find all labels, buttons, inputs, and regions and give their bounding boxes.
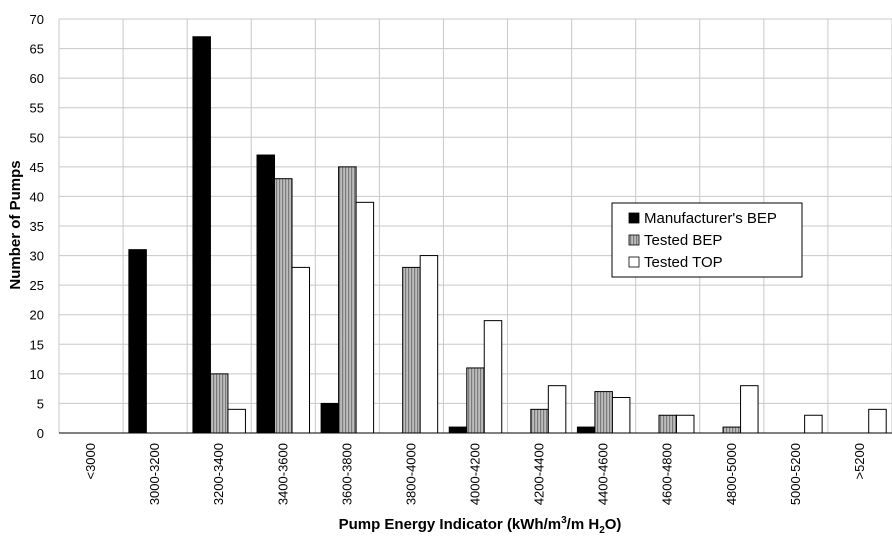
- bar-tested-top-11: [804, 414, 823, 434]
- bar-tested-bep-5: [402, 266, 421, 434]
- bar-manufacturer-s-bep-8: [576, 426, 596, 434]
- x-tick-label: 3200-3400: [211, 443, 226, 505]
- bar-tested-top-6: [483, 320, 503, 434]
- bar-tested-top-5: [419, 255, 439, 434]
- y-axis-title: Number of Pumps: [7, 160, 24, 289]
- x-axis-title-sub: 2: [599, 525, 605, 536]
- x-tick-label: 4800-5000: [724, 443, 739, 505]
- y-tick-label: 70: [30, 12, 44, 27]
- bar-tested-bep-3: [274, 178, 293, 434]
- x-tick-label: >5200: [852, 443, 867, 480]
- x-axis-title-sup: 3: [561, 515, 567, 526]
- bar-tested-top-12: [868, 408, 887, 434]
- x-tick-label: 3800-4000: [403, 443, 418, 505]
- y-tick-label: 10: [30, 367, 44, 382]
- bar-tested-top-8: [611, 397, 631, 434]
- bar-manufacturer-s-bep-4: [320, 402, 340, 434]
- y-tick-labels: 0 5 10 15 20 25 30 35 40 45 50 55 60 65 70: [30, 12, 44, 441]
- bars: [128, 36, 887, 434]
- legend-swatch-tested-bep: [628, 234, 640, 246]
- bar-tested-top-9: [675, 414, 695, 434]
- bar-tested-bep-2: [209, 373, 229, 434]
- y-tick-label: 60: [30, 71, 44, 86]
- bar-tested-bep-6: [466, 367, 485, 434]
- bar-manufacturer-s-bep-1: [128, 249, 147, 434]
- x-tick-label: 4400-4600: [596, 443, 611, 505]
- bar-tested-top-7: [547, 385, 567, 434]
- x-axis-title-part: O): [605, 516, 622, 533]
- bar-tested-top-3: [291, 266, 311, 434]
- y-tick-label: 30: [30, 249, 44, 264]
- y-tick-label: 0: [37, 426, 44, 441]
- bar-manufacturer-s-bep-6: [448, 426, 468, 434]
- legend-label-tested-bep: Tested BEP: [644, 232, 722, 249]
- x-tick-label: 5000-5200: [788, 443, 803, 505]
- y-tick-label: 45: [30, 160, 44, 175]
- bar-tested-bep-7: [530, 408, 549, 434]
- x-axis-title-part: Pump Energy Indicator (kWh/m: [339, 516, 562, 533]
- bar-tested-bep-10: [722, 426, 742, 434]
- y-tick-label: 40: [30, 189, 44, 204]
- bar-manufacturer-s-bep-2: [192, 36, 211, 434]
- x-axis-title-part: /m H: [567, 516, 600, 533]
- legend-box: [611, 202, 803, 278]
- x-tick-label: 4000-4200: [468, 443, 483, 505]
- y-tick-label: 20: [30, 308, 44, 323]
- bar-manufacturer-s-bep-3: [256, 154, 276, 434]
- x-tick-label: 3400-3600: [275, 443, 290, 505]
- y-tick-label: 50: [30, 130, 44, 145]
- y-tick-label: 35: [30, 219, 44, 234]
- bar-tested-top-10: [740, 385, 759, 434]
- bar-tested-top-4: [355, 201, 375, 434]
- y-tick-label: 5: [37, 396, 44, 411]
- legend-label-tested-top: Tested TOP: [644, 254, 723, 271]
- y-tick-label: 25: [30, 278, 44, 293]
- x-tick-label: 4200-4400: [532, 443, 547, 505]
- y-tick-label: 55: [30, 101, 44, 116]
- x-tick-label: 4600-4800: [660, 443, 675, 505]
- legend-swatch-manufacturers-bep: [628, 212, 640, 224]
- bar-tested-bep-9: [658, 414, 677, 434]
- x-tick-labels: <3000 3000-3200 3200-3400 3400-3600 3600-380…: [83, 443, 867, 505]
- legend-label-manufacturers-bep: Manufacturer's BEP: [644, 210, 777, 227]
- x-tick-label: 3600-3800: [339, 443, 354, 505]
- x-tick-label: <3000: [83, 443, 98, 480]
- bar-tested-top-2: [227, 408, 246, 434]
- y-tick-label: 15: [30, 337, 44, 352]
- legend: Manufacturer's BEP Tested BEP Tested TOP: [611, 202, 803, 278]
- x-axis-title: Pump Energy Indicator (kWh/m3/m H2O): [339, 515, 622, 536]
- bar-tested-bep-8: [594, 391, 613, 434]
- legend-swatch-tested-top: [628, 256, 640, 268]
- x-tick-label: 3000-3200: [147, 443, 162, 505]
- y-tick-label: 65: [30, 42, 44, 57]
- bar-tested-bep-4: [338, 166, 357, 434]
